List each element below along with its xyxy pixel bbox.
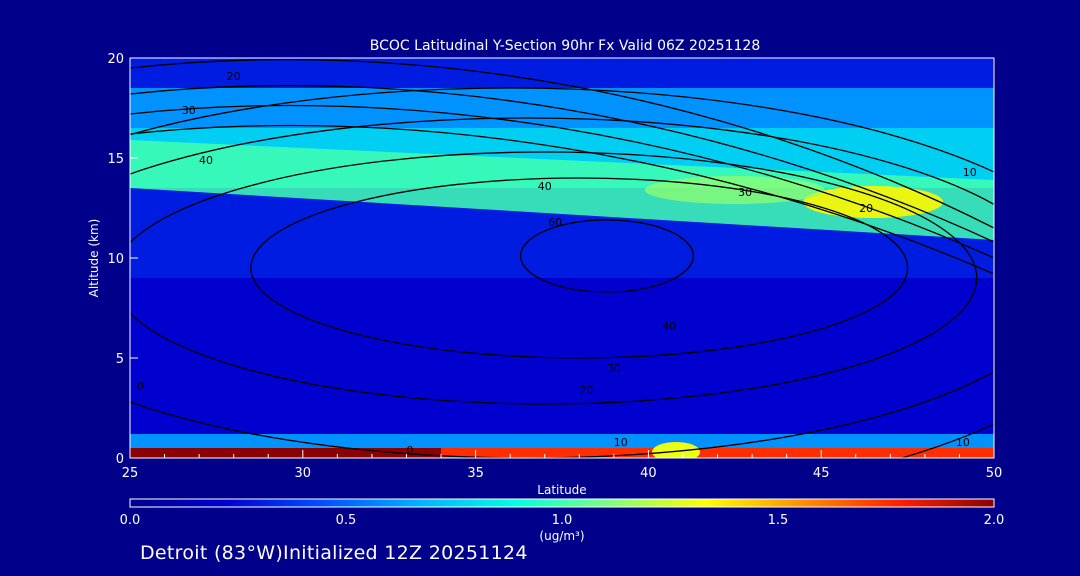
contour-label: 10 [956,436,970,449]
x-axis-label: Latitude [537,483,586,497]
x-tick-label: 35 [467,466,484,481]
contour-60 [519,219,694,293]
surface-hotspot [652,442,701,458]
contour-label: 60 [548,216,562,229]
contour-label: 40 [538,180,552,193]
upper-contour-2 [130,104,994,259]
contour-label: 30 [182,104,196,117]
field-band-2 [130,278,994,434]
colorbar-tick-label: 0.5 [336,513,357,528]
surface-max-band [130,448,442,458]
chart-title: BCOC Latitudinal Y-Section 90hr Fx Valid… [370,38,760,54]
field-band-5 [130,88,994,128]
footer-caption: Detroit (83°W)Initialized 12Z 20251124 [140,542,528,564]
colorbar-gradient [129,498,995,508]
colorbar-unit-value: 1.0 [552,513,573,528]
upper-contour-1 [130,84,994,243]
colorbar-tick-label: 0.0 [120,513,141,528]
plume-layer [130,140,994,240]
contour-label: 20 [579,384,593,397]
contour-label: 0 [406,444,413,457]
y-tick-label: 10 [107,252,124,267]
contour-label: 30 [607,362,621,375]
y-tick-label: 15 [107,152,124,167]
y-tick-label: 0 [116,452,124,467]
x-tick-label: 25 [122,466,139,481]
colorbar-ticks: 0.0 0.5 1.5 2.0 [120,513,1005,528]
plot-area: 20 30 40 40 60 30 20 10 40 30 20 10 10 0 0 [129,57,995,459]
field-band-1 [130,434,994,448]
x-tick-label: 45 [813,466,830,481]
y-tick-label: 5 [116,352,124,367]
contour-labels: 20 30 40 40 60 30 20 10 40 30 20 10 10 0 0 [137,70,977,457]
y-tick-label: 20 [107,52,124,67]
contour-label: 40 [199,154,213,167]
colorbar-tick-label: 1.5 [768,513,789,528]
contour-20 [130,117,994,458]
contour-10 [130,87,994,458]
contour-label: 20 [227,70,241,83]
colorbar: 0.0 0.5 1.5 2.0 1.0 (ug/m³) [120,498,1005,543]
colorbar-unit-label: (ug/m³) [539,529,584,543]
colorbar-tick-label: 2.0 [984,513,1005,528]
contour-label: 20 [859,202,873,215]
upper-contour-0 [130,58,994,229]
plume-core [644,176,825,204]
contour-label: 10 [614,436,628,449]
contour-30 [130,151,978,405]
contour-40 [250,177,909,359]
x-tick-label: 50 [986,466,1003,481]
contour-label: 30 [738,186,752,199]
contour-label: 40 [662,320,676,333]
field-band-6 [130,58,994,88]
concentration-field [130,58,994,458]
upper-contour-3 [130,124,994,275]
x-tick-label: 30 [295,466,312,481]
y-axis-label: Altitude (km) [87,219,101,298]
contour-label: 10 [963,166,977,179]
contour-lines [130,58,994,458]
field-band-0 [130,448,994,458]
x-tick-label: 40 [640,466,657,481]
contour-label: 0 [137,380,144,393]
